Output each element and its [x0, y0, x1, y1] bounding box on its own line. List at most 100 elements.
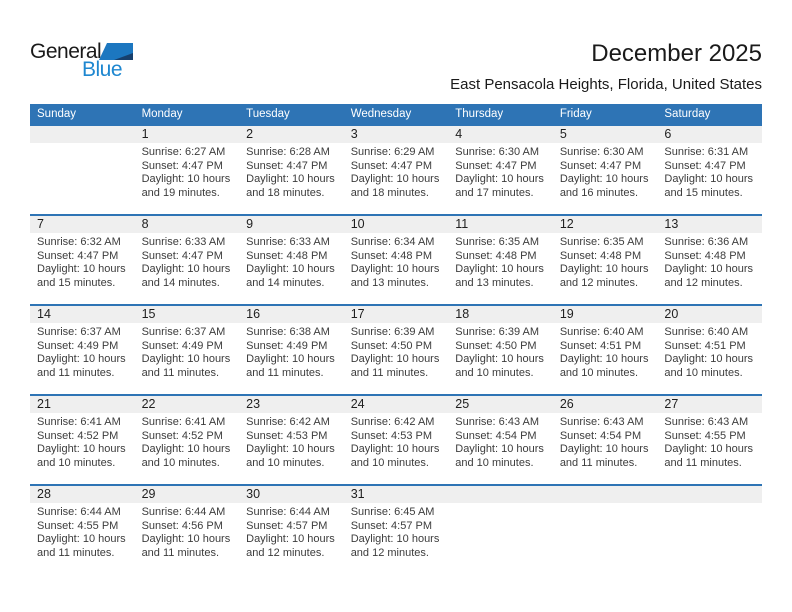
day-cell: 24 Sunrise: 6:42 AM Sunset: 4:53 PM Dayligh… — [343, 394, 449, 485]
day-cell: 19 Sunrise: 6:40 AM Sunset: 4:51 PM Dayligh… — [552, 304, 658, 395]
sunset-line: Sunset: 4:50 PM — [455, 339, 537, 352]
daylight-line-1: Daylight: 10 hours — [350, 173, 440, 185]
daylight-line-2: and 12 minutes. — [246, 546, 325, 559]
sunset-line: Sunset: 4:47 PM — [37, 249, 119, 262]
daylight-line-1: Daylight: 10 hours — [246, 173, 335, 185]
sunset-line: Sunset: 4:51 PM — [559, 339, 642, 352]
daylight-line-1: Daylight: 10 hours — [246, 533, 335, 545]
daylight-line-2: and 14 minutes. — [246, 276, 325, 289]
day-cell: 9 Sunrise: 6:33 AM Sunset: 4:48 PM Daylight… — [239, 214, 344, 305]
sunrise-line: Sunrise: 6:29 AM — [350, 146, 435, 158]
day-cell: 3 Sunrise: 6:29 AM Sunset: 4:47 PM Daylight… — [343, 124, 449, 215]
sunset-line: Sunset: 4:51 PM — [664, 339, 746, 352]
sunrise-line: Sunrise: 6:34 AM — [350, 236, 435, 248]
day-details: Sunrise: 6:35 AM Sunset: 4:48 PM Daylight:… — [553, 233, 658, 290]
sunset-line: Sunset: 4:48 PM — [246, 249, 328, 262]
day-details: Sunrise: 6:43 AM Sunset: 4:55 PM Daylight:… — [657, 413, 762, 470]
empty-day-cell — [657, 484, 762, 575]
sunset-line: Sunset: 4:52 PM — [37, 429, 119, 442]
sunrise-line: Sunrise: 6:40 AM — [559, 326, 644, 338]
day-details: Sunrise: 6:43 AM Sunset: 4:54 PM Daylight:… — [448, 413, 553, 470]
day-details: Sunrise: 6:29 AM Sunset: 4:47 PM Daylight:… — [344, 143, 449, 200]
sunrise-line: Sunrise: 6:30 AM — [559, 146, 644, 158]
logo-triangle-icon — [99, 43, 133, 60]
day-number: 29 — [134, 486, 240, 503]
day-number: 14 — [30, 306, 135, 323]
sunrise-line: Sunrise: 6:42 AM — [246, 416, 330, 428]
sunrise-line: Sunrise: 6:42 AM — [350, 416, 435, 428]
daylight-line-1: Daylight: 10 hours — [141, 353, 231, 365]
sunset-line: Sunset: 4:49 PM — [141, 339, 223, 352]
daylight-line-1: Daylight: 10 hours — [559, 443, 649, 455]
sunrise-line: Sunrise: 6:43 AM — [664, 416, 749, 428]
daylight-line-2: and 10 minutes. — [141, 456, 220, 469]
day-number: 27 — [657, 396, 762, 413]
sunset-line: Sunset: 4:50 PM — [350, 339, 433, 352]
daylight-line-1: Daylight: 10 hours — [246, 263, 335, 275]
sunrise-line: Sunrise: 6:41 AM — [37, 416, 121, 428]
day-cell: 10 Sunrise: 6:34 AM Sunset: 4:48 PM Dayligh… — [343, 214, 449, 305]
sunset-line: Sunset: 4:48 PM — [455, 249, 537, 262]
sunset-line: Sunset: 4:47 PM — [664, 159, 746, 172]
empty-day-cell — [448, 484, 553, 575]
sunset-line: Sunset: 4:55 PM — [664, 429, 746, 442]
sunrise-line: Sunrise: 6:45 AM — [350, 506, 435, 518]
weekday-header-wednesday: Wednesday — [343, 104, 449, 125]
weekday-header-saturday: Saturday — [657, 104, 762, 125]
day-number: 26 — [552, 396, 658, 413]
calendar-body: 1 Sunrise: 6:27 AM Sunset: 4:47 PM Daylight… — [30, 124, 762, 575]
sunset-line: Sunset: 4:47 PM — [141, 159, 223, 172]
daylight-line-1: Daylight: 10 hours — [37, 353, 126, 365]
day-details: Sunrise: 6:37 AM Sunset: 4:49 PM Daylight:… — [30, 323, 135, 380]
daylight-line-2: and 17 minutes. — [455, 186, 534, 199]
daylight-line-2: and 10 minutes. — [559, 366, 639, 379]
sunrise-line: Sunrise: 6:31 AM — [664, 146, 749, 158]
daylight-line-1: Daylight: 10 hours — [559, 173, 649, 185]
daylight-line-2: and 11 minutes. — [350, 366, 429, 379]
day-details: Sunrise: 6:41 AM Sunset: 4:52 PM Daylight:… — [30, 413, 135, 470]
sunrise-line: Sunrise: 6:28 AM — [246, 146, 330, 158]
day-details: Sunrise: 6:42 AM Sunset: 4:53 PM Daylight:… — [344, 413, 449, 470]
sunrise-line: Sunrise: 6:35 AM — [559, 236, 644, 248]
daylight-line-2: and 10 minutes. — [350, 456, 429, 469]
day-cell: 12 Sunrise: 6:35 AM Sunset: 4:48 PM Dayligh… — [552, 214, 658, 305]
daylight-line-2: and 14 minutes. — [141, 276, 220, 289]
day-cell: 20 Sunrise: 6:40 AM Sunset: 4:51 PM Dayligh… — [657, 304, 762, 395]
weekday-header-monday: Monday — [134, 104, 240, 125]
day-number: 19 — [552, 306, 658, 323]
daylight-line-2: and 11 minutes. — [37, 366, 115, 379]
day-number: 17 — [343, 306, 449, 323]
daylight-line-2: and 10 minutes. — [37, 456, 116, 469]
sunrise-line: Sunrise: 6:43 AM — [559, 416, 644, 428]
day-details: Sunrise: 6:40 AM Sunset: 4:51 PM Daylight:… — [657, 323, 762, 380]
day-cell: 4 Sunrise: 6:30 AM Sunset: 4:47 PM Daylight… — [448, 124, 553, 215]
empty-day-cell — [552, 484, 658, 575]
day-number: 18 — [448, 306, 553, 323]
week-row: 28 Sunrise: 6:44 AM Sunset: 4:55 PM Dayligh… — [30, 484, 762, 575]
daylight-line-1: Daylight: 10 hours — [350, 443, 440, 455]
day-cell: 5 Sunrise: 6:30 AM Sunset: 4:47 PM Daylight… — [552, 124, 658, 215]
sunset-line: Sunset: 4:52 PM — [141, 429, 223, 442]
sunrise-line: Sunrise: 6:27 AM — [141, 146, 226, 158]
daylight-line-1: Daylight: 10 hours — [664, 353, 754, 365]
empty-day-cell — [30, 124, 135, 215]
day-number: 1 — [134, 126, 240, 143]
daylight-line-2: and 10 minutes. — [664, 366, 743, 379]
day-number: 31 — [343, 486, 449, 503]
day-details: Sunrise: 6:35 AM Sunset: 4:48 PM Daylight:… — [448, 233, 553, 290]
day-details: Sunrise: 6:32 AM Sunset: 4:47 PM Daylight:… — [30, 233, 135, 290]
day-details: Sunrise: 6:44 AM Sunset: 4:57 PM Daylight:… — [239, 503, 344, 560]
week-row: 21 Sunrise: 6:41 AM Sunset: 4:52 PM Dayligh… — [30, 394, 762, 485]
day-cell: 1 Sunrise: 6:27 AM Sunset: 4:47 PM Daylight… — [134, 124, 240, 215]
day-cell: 15 Sunrise: 6:37 AM Sunset: 4:49 PM Dayligh… — [134, 304, 240, 395]
week-row: 14 Sunrise: 6:37 AM Sunset: 4:49 PM Dayligh… — [30, 304, 762, 395]
day-details: Sunrise: 6:44 AM Sunset: 4:56 PM Daylight:… — [135, 503, 240, 560]
day-cell: 7 Sunrise: 6:32 AM Sunset: 4:47 PM Daylight… — [30, 214, 135, 305]
day-number: 30 — [239, 486, 344, 503]
sunset-line: Sunset: 4:54 PM — [559, 429, 642, 442]
daylight-line-2: and 16 minutes. — [559, 186, 639, 199]
day-cell: 29 Sunrise: 6:44 AM Sunset: 4:56 PM Dayligh… — [134, 484, 240, 575]
page-subtitle: East Pensacola Heights, Florida, United … — [450, 76, 762, 93]
sunrise-line: Sunrise: 6:37 AM — [37, 326, 121, 338]
daylight-line-2: and 19 minutes. — [141, 186, 220, 199]
